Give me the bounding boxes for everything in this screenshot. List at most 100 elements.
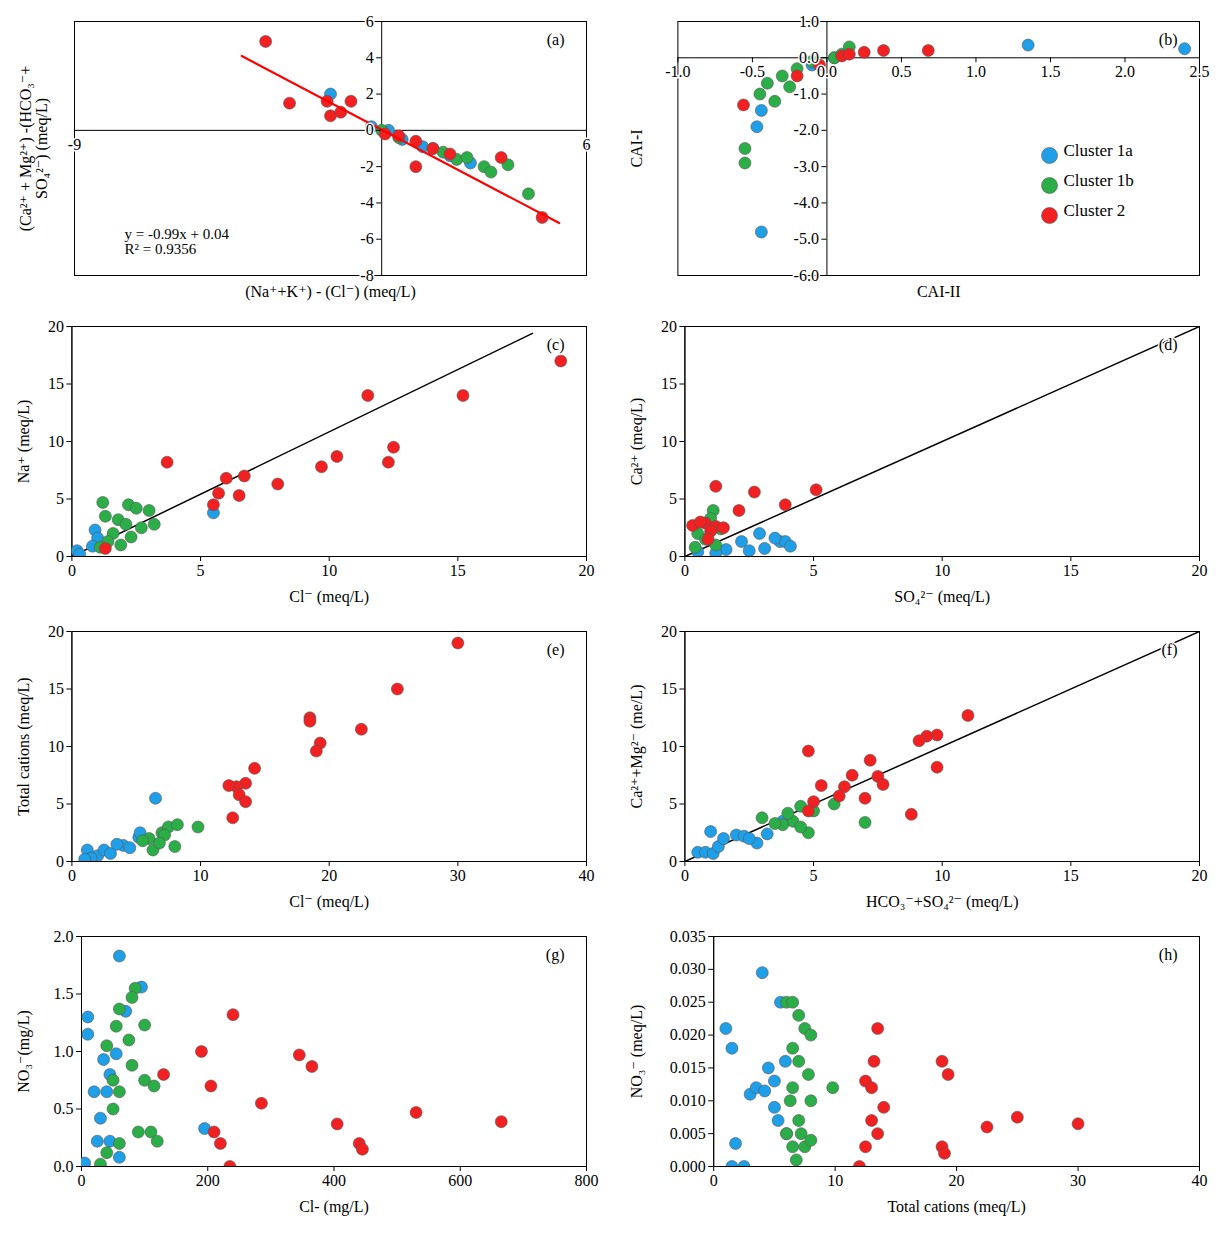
svg-text:1.5: 1.5 [54,985,74,1002]
svg-text:0.005: 0.005 [670,1125,706,1142]
svg-text:0: 0 [710,1172,718,1189]
svg-text:15: 15 [450,562,466,579]
svg-text:5: 5 [56,490,64,507]
svg-text:(g): (g) [546,946,565,964]
svg-text:5: 5 [197,562,205,579]
svg-text:0.030: 0.030 [670,960,706,977]
svg-text:0: 0 [681,562,689,579]
svg-text:6: 6 [366,13,374,30]
svg-text:Cl⁻ (meq/L): Cl⁻ (meq/L) [289,893,369,911]
svg-text:1.0: 1.0 [966,63,986,80]
svg-text:0: 0 [56,548,64,565]
svg-text:10: 10 [48,738,64,755]
svg-text:15: 15 [48,375,64,392]
svg-text:30: 30 [450,867,466,884]
svg-text:0: 0 [78,1172,86,1189]
svg-text:(a): (a) [547,31,565,49]
svg-text:y = -0.99x + 0.04R² = 0.9356: y = -0.99x + 0.04R² = 0.9356 [125,226,230,257]
svg-text:Na⁺ (meq/L): Na⁺ (meq/L) [15,400,33,484]
svg-text:0.0: 0.0 [799,49,819,66]
svg-text:1.0: 1.0 [799,13,819,30]
svg-text:2.0: 2.0 [1115,63,1135,80]
svg-text:-6.0: -6.0 [794,267,819,284]
svg-text:800: 800 [575,1172,599,1189]
svg-text:2: 2 [366,85,374,102]
svg-text:5: 5 [56,795,64,812]
svg-text:15: 15 [1063,562,1079,579]
svg-text:(c): (c) [547,336,565,354]
svg-text:0: 0 [68,867,76,884]
svg-text:0.000: 0.000 [670,1158,706,1175]
svg-text:Total cations (meq/L): Total cations (meq/L) [15,677,33,815]
svg-text:15: 15 [48,680,64,697]
svg-text:5: 5 [669,795,677,812]
svg-text:40: 40 [579,867,595,884]
svg-text:Cl- (mg/L): Cl- (mg/L) [299,1198,369,1216]
svg-text:-9: -9 [68,136,81,153]
svg-text:0: 0 [366,121,374,138]
svg-text:(b): (b) [1159,31,1178,49]
svg-text:0.020: 0.020 [670,1026,706,1043]
svg-text:20: 20 [949,1172,965,1189]
svg-text:15: 15 [661,680,677,697]
svg-text:20: 20 [579,562,595,579]
svg-text:-5.0: -5.0 [794,230,819,247]
svg-text:1.5: 1.5 [1040,63,1060,80]
svg-text:400: 400 [322,1172,346,1189]
svg-text:Ca²⁺ (meq/L): Ca²⁺ (meq/L) [628,398,646,485]
svg-text:-1.0: -1.0 [794,85,819,102]
svg-text:10: 10 [193,867,209,884]
svg-text:Cluster 1b: Cluster 1b [1064,171,1134,190]
svg-text:(d): (d) [1159,336,1178,354]
svg-text:200: 200 [196,1172,220,1189]
svg-text:10: 10 [827,1172,843,1189]
svg-text:10: 10 [661,738,677,755]
svg-text:Ca²⁺+Mg²⁻ (me/L): Ca²⁺+Mg²⁻ (me/L) [628,685,646,809]
svg-text:0.0: 0.0 [54,1158,74,1175]
svg-text:Cluster 2: Cluster 2 [1064,201,1126,220]
svg-text:20: 20 [321,867,337,884]
svg-text:-3.0: -3.0 [794,158,819,175]
svg-text:5: 5 [810,867,818,884]
svg-text:NO₃⁻ (meq/L): NO₃⁻ (meq/L) [628,1005,646,1099]
svg-text:0.5: 0.5 [891,63,911,80]
svg-text:4: 4 [366,49,374,66]
svg-text:0: 0 [681,867,689,884]
svg-text:0.5: 0.5 [54,1100,74,1117]
svg-text:0: 0 [56,853,64,870]
svg-text:-8: -8 [360,267,373,284]
svg-text:20: 20 [661,623,677,640]
svg-text:40: 40 [1192,1172,1208,1189]
svg-text:0: 0 [68,562,76,579]
svg-text:-2: -2 [360,158,373,175]
svg-text:(e): (e) [547,641,565,659]
svg-text:0.015: 0.015 [670,1059,706,1076]
svg-text:-4.0: -4.0 [794,194,819,211]
svg-text:20: 20 [48,318,64,335]
svg-text:(h): (h) [1159,946,1178,964]
svg-text:NO₃⁻(mg/L): NO₃⁻(mg/L) [15,1010,33,1092]
svg-text:5: 5 [669,490,677,507]
svg-text:0.010: 0.010 [670,1092,706,1109]
svg-text:20: 20 [661,318,677,335]
svg-text:20: 20 [48,623,64,640]
svg-text:10: 10 [934,867,950,884]
svg-text:Cl⁻ (meq/L): Cl⁻ (meq/L) [289,588,369,606]
svg-text:600: 600 [448,1172,472,1189]
svg-text:CAI-II: CAI-II [917,283,961,300]
svg-text:0.025: 0.025 [670,993,706,1010]
svg-text:-2.0: -2.0 [794,121,819,138]
svg-text:0.035: 0.035 [670,928,706,945]
svg-text:10: 10 [321,562,337,579]
svg-text:5: 5 [810,562,818,579]
svg-text:30: 30 [1070,1172,1086,1189]
svg-text:0: 0 [669,853,677,870]
svg-text:(f): (f) [1162,641,1178,659]
svg-text:2.0: 2.0 [54,928,74,945]
svg-text:(Na⁺+K⁺) - (Cl⁻) (meq/L): (Na⁺+K⁺) - (Cl⁻) (meq/L) [245,283,416,301]
svg-text:SO₄²⁻ (meq/L): SO₄²⁻ (meq/L) [894,588,990,606]
svg-text:10: 10 [934,562,950,579]
svg-text:6: 6 [583,136,591,153]
svg-text:10: 10 [661,433,677,450]
svg-text:CAI-I: CAI-I [628,129,645,167]
